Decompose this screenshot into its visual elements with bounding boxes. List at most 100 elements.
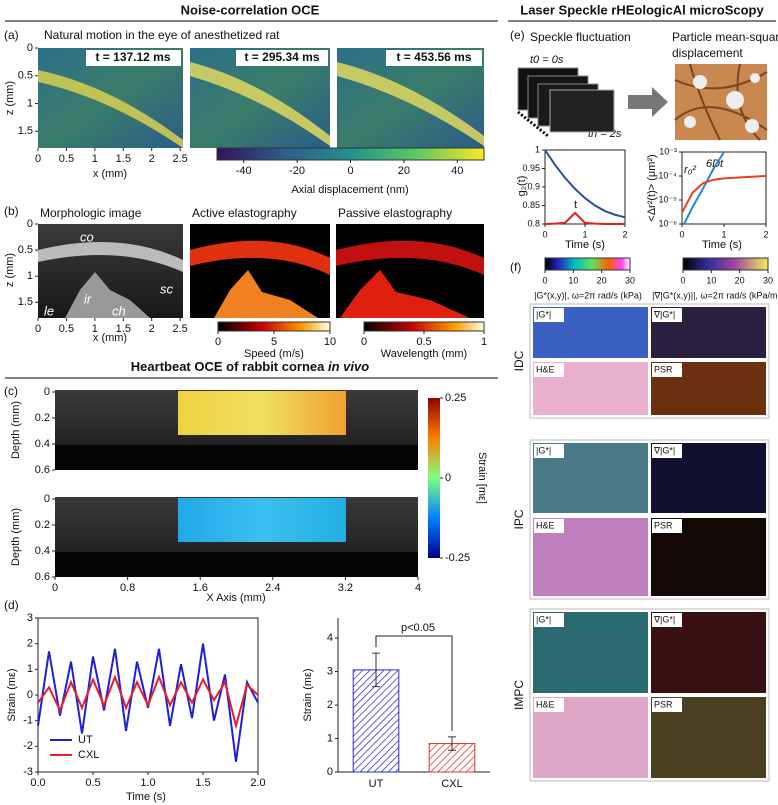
x-tick-label: 1.5 [195, 777, 210, 789]
panel-tag: ∇|G*| [653, 614, 675, 624]
panel-tag: H&E [536, 520, 555, 530]
y-tick-label: 1 [535, 144, 540, 154]
x-tick-label: 3.2 [338, 582, 353, 594]
label-box [652, 698, 682, 712]
x-tick-label: UT [369, 778, 384, 790]
group-frame [529, 303, 770, 419]
label-box [534, 308, 564, 322]
strain-map [178, 498, 346, 542]
x-tick-label: 0 [52, 582, 58, 594]
x-tick-label: 0 [679, 229, 684, 239]
tissue-label: le [44, 303, 54, 318]
axes-frame [681, 151, 767, 225]
x-tick-label: 0 [542, 275, 547, 285]
fibers [674, 63, 768, 141]
y-tick-label: 3 [27, 612, 33, 624]
y-tick-label: 0.85 [522, 200, 540, 210]
colorbar-label: Speed (m/s) [244, 348, 304, 360]
x-tick-label: 0 [347, 165, 353, 177]
y-tick-label: 0 [327, 766, 333, 778]
caption: Particle mean-square [672, 30, 778, 44]
axis-label: x (mm) [93, 168, 127, 180]
x-tick-label: -40 [236, 165, 252, 177]
y-tick-label: 1.5 [18, 296, 33, 308]
label-box [534, 519, 564, 533]
y-tick-label: 0.2 [35, 519, 50, 531]
x-tick-label: 1 [721, 229, 726, 239]
x-tick-label: 0.8 [120, 582, 135, 594]
image-shadow [55, 552, 418, 577]
series-line [681, 175, 767, 214]
x-tick-label: 2 [622, 229, 627, 239]
x-tick-label: 1.0 [140, 777, 155, 789]
y-tick-label: 0 [445, 472, 451, 484]
panel-tag: ∇|G*| [653, 309, 675, 319]
group-label: IMPC [512, 680, 526, 710]
y-tick-label: 10⁻⁴ [658, 170, 677, 180]
cornea [337, 62, 484, 146]
y-tick-label: 2 [27, 638, 33, 650]
time-label: t = 137.12 ms [95, 50, 170, 64]
panel-tag: H&E [536, 699, 555, 709]
y-tick-label: -1 [23, 715, 33, 727]
strain-map [178, 391, 346, 435]
y-tick-label: 0.4 [35, 545, 50, 557]
particle [684, 116, 696, 128]
panel-label: (f) [510, 260, 521, 274]
colorbar [216, 147, 485, 161]
axis-label: z (mm) [4, 81, 16, 115]
y-tick-label: 0.95 [522, 163, 540, 173]
label-box [534, 444, 564, 458]
y-tick-label: 10⁻⁵ [659, 194, 678, 204]
tissue-label: co [80, 229, 94, 244]
tissue-label: ir [84, 291, 92, 306]
colorbar [363, 321, 485, 332]
y-tick-label: 10⁻³ [659, 146, 677, 156]
y-tick-label: 4 [327, 632, 333, 644]
cornea [38, 242, 183, 272]
speckle-stack [517, 63, 768, 141]
annotation: t [574, 199, 577, 211]
y-tick-label: 2 [327, 699, 333, 711]
plots: 00.511.50 0.5 1 1.5 2 2.5-40 -20 0 20 4000.511.50… [18, 42, 773, 790]
y-tick-label: 0.4 [35, 438, 50, 450]
y-tick-label: 0.5 [18, 244, 33, 256]
colorbar [428, 398, 440, 558]
particle [745, 119, 759, 133]
caption: Active elastography [192, 206, 297, 220]
x-tick-label: 2 [763, 229, 768, 239]
time-box [386, 50, 482, 66]
x-tick-label: 10 [568, 275, 578, 285]
panel-tag: PSR [654, 520, 673, 530]
cornea [336, 240, 484, 275]
x-tick-label: 2 [149, 323, 155, 335]
series-line [544, 149, 626, 219]
tissue-label: sc [160, 281, 174, 296]
axis-label: <Δr²(t)> (μm²) [646, 154, 658, 221]
panel-label: (c) [4, 384, 18, 398]
axis-label: X Axis (mm) [206, 592, 265, 604]
x-tick-label: 30 [763, 275, 773, 285]
iris [214, 270, 318, 318]
x-tick-label: 20 [398, 165, 410, 177]
strain-images [55, 390, 418, 577]
x-tick-label: 0 [361, 336, 367, 348]
panel-tag: H&E [536, 364, 555, 374]
x-tick-label: 0 [215, 336, 221, 348]
y-tick-label: 0 [27, 218, 33, 230]
x-tick-label: 2.4 [265, 582, 280, 594]
title-italic: in vivo [328, 359, 369, 374]
x-tick-label: 1 [582, 229, 587, 239]
y-tick-label: -3 [23, 766, 33, 778]
x-tick-label: 0 [542, 229, 547, 239]
panel-tag: PSR [654, 699, 673, 709]
x-tick-label: 0.0 [30, 777, 45, 789]
y-tick-label: 0 [44, 493, 50, 505]
section-title: Heartbeat OCE of rabbit cornea in vivo [131, 359, 369, 374]
series-line [683, 151, 725, 225]
panel-label: (e) [510, 28, 525, 42]
x-tick-label: 0.5 [59, 323, 74, 335]
y-tick-label: 10⁻⁶ [659, 218, 678, 228]
particle [726, 91, 744, 109]
x-tick-label: 30 [625, 275, 635, 285]
